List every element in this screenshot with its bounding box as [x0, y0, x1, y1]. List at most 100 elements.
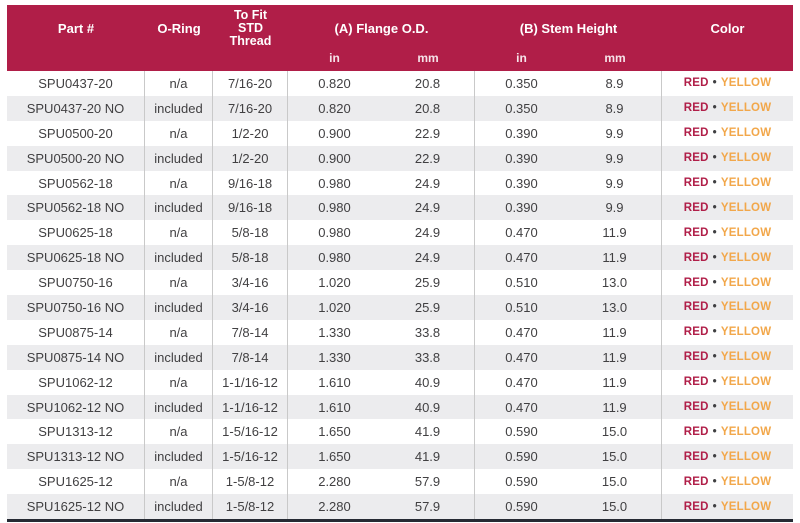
cell-stem-mm: 15.0 — [568, 494, 662, 520]
cell-flange-mm: 33.8 — [381, 344, 475, 370]
cell-stem-in: 0.350 — [505, 100, 538, 116]
cell-part-number: SPU1625-12 NO — [7, 494, 145, 520]
table-row: SPU0500-20 NO included 1/2-20 0.900 22.9… — [7, 145, 793, 171]
cell-flange-mm: 20.8 — [381, 95, 475, 121]
cell-flange-in: 1.650 — [318, 424, 351, 440]
cell-stem-in: 0.510 — [505, 275, 538, 291]
cell-o-ring: n/a — [145, 369, 213, 395]
table-row: SPU0875-14 NO included 7/8-14 1.330 33.8… — [7, 344, 793, 370]
cell-stem-in: 0.470 — [505, 324, 538, 340]
color-bullet-icon: • — [712, 475, 717, 488]
cell-flange-mm: 40.9 — [381, 369, 475, 395]
header-flange-od: (A) Flange O.D. — [334, 20, 429, 36]
cell-flange-in: 0.980 — [318, 175, 351, 191]
cell-stem-in: 0.590 — [505, 474, 538, 490]
cell-thread: 1-5/8-12 — [213, 494, 288, 520]
cell-flange-in: 1.650 — [318, 449, 351, 465]
cell-thread: 7/8-14 — [213, 344, 288, 370]
color-yellow-label: YELLOW — [720, 450, 772, 463]
cell-flange-mm: 40.9 — [381, 394, 475, 420]
color-bullet-icon: • — [712, 77, 717, 90]
table-row: SPU0875-14 n/a 7/8-14 1.330 33.8 0.470 1… — [7, 319, 793, 345]
cell-stem-mm: 9.9 — [568, 170, 662, 196]
unit-flange-in: in — [329, 51, 340, 65]
color-red-label: RED — [683, 251, 709, 264]
cell-o-ring: included — [145, 245, 213, 271]
cell-flange-mm: 22.9 — [381, 145, 475, 171]
cell-o-ring: included — [145, 444, 213, 470]
color-red-label: RED — [683, 500, 709, 513]
cell-o-ring: included — [145, 195, 213, 221]
cell-flange-in: 0.820 — [318, 75, 351, 91]
cell-thread: 1-1/16-12 — [213, 369, 288, 395]
table-row: SPU0562-18 n/a 9/16-18 0.980 24.9 0.390 … — [7, 170, 793, 196]
cell-stem-mm: 9.9 — [568, 145, 662, 171]
cell-thread: 1-5/16-12 — [213, 419, 288, 445]
cell-stem-mm: 15.0 — [568, 419, 662, 445]
color-yellow-label: YELLOW — [720, 226, 772, 239]
color-yellow-label: YELLOW — [720, 77, 772, 90]
cell-color: RED • YELLOW — [662, 494, 793, 519]
cell-thread: 7/16-20 — [213, 95, 288, 121]
color-yellow-label: YELLOW — [720, 201, 772, 214]
cell-stem-mm: 11.9 — [568, 369, 662, 395]
header-thread-line-3: Thread — [229, 33, 272, 48]
color-bullet-icon: • — [712, 326, 717, 339]
cell-color: RED • YELLOW — [662, 121, 793, 146]
color-red-label: RED — [683, 401, 709, 414]
table-row: SPU1313-12 n/a 1-5/16-12 1.650 41.9 0.59… — [7, 419, 793, 445]
cell-thread: 1-5/16-12 — [213, 444, 288, 470]
cell-part-number: SPU0625-18 — [7, 220, 145, 246]
cell-color: RED • YELLOW — [662, 245, 793, 270]
cell-part-number: SPU0500-20 — [7, 120, 145, 146]
cell-thread: 1/2-20 — [213, 120, 288, 146]
color-yellow-label: YELLOW — [720, 500, 772, 513]
cell-flange-in: 1.330 — [318, 324, 351, 340]
cell-flange-mm: 57.9 — [381, 494, 475, 520]
table-row: SPU0750-16 n/a 3/4-16 1.020 25.9 0.510 1… — [7, 270, 793, 296]
cell-thread: 1-5/8-12 — [213, 469, 288, 495]
color-bullet-icon: • — [712, 152, 717, 165]
color-bullet-icon: • — [712, 276, 717, 289]
color-bullet-icon: • — [712, 376, 717, 389]
cell-part-number: SPU0875-14 — [7, 319, 145, 345]
cell-color: RED • YELLOW — [662, 270, 793, 295]
cell-flange-in: 2.280 — [318, 474, 351, 490]
cell-flange-in: 1.020 — [318, 275, 351, 291]
cell-stem-in: 0.470 — [505, 349, 538, 365]
cell-part-number: SPU0562-18 NO — [7, 195, 145, 221]
color-red-label: RED — [683, 77, 709, 90]
cell-flange-mm: 24.9 — [381, 245, 475, 271]
color-bullet-icon: • — [712, 201, 717, 214]
cell-stem-mm: 11.9 — [568, 220, 662, 246]
cell-color: RED • YELLOW — [662, 419, 793, 444]
cell-thread: 3/4-16 — [213, 270, 288, 296]
cell-stem-mm: 8.9 — [568, 71, 662, 96]
color-red-label: RED — [683, 201, 709, 214]
color-bullet-icon: • — [712, 102, 717, 115]
color-bullet-icon: • — [712, 226, 717, 239]
color-red-label: RED — [683, 226, 709, 239]
cell-stem-mm: 9.9 — [568, 195, 662, 221]
table-row: SPU0437-20 n/a 7/16-20 0.820 20.8 0.350 … — [7, 71, 793, 96]
cell-thread: 5/8-18 — [213, 220, 288, 246]
header-part-number: Part # — [57, 20, 95, 36]
cell-flange-in: 1.610 — [318, 399, 351, 415]
cell-part-number: SPU0625-18 NO — [7, 245, 145, 271]
cell-flange-mm: 25.9 — [381, 270, 475, 296]
color-yellow-label: YELLOW — [720, 127, 772, 140]
color-yellow-label: YELLOW — [720, 276, 772, 289]
table-row: SPU0562-18 NO included 9/16-18 0.980 24.… — [7, 195, 793, 221]
table-body: SPU0437-20 n/a 7/16-20 0.820 20.8 0.350 … — [7, 71, 793, 520]
cell-flange-mm: 41.9 — [381, 444, 475, 470]
cell-stem-mm: 11.9 — [568, 319, 662, 345]
cell-flange-mm: 25.9 — [381, 295, 475, 320]
header-thread-line-1: To Fit — [233, 7, 268, 22]
color-yellow-label: YELLOW — [720, 251, 772, 264]
cell-color: RED • YELLOW — [662, 195, 793, 220]
cell-o-ring: n/a — [145, 270, 213, 296]
color-yellow-label: YELLOW — [720, 401, 772, 414]
color-red-label: RED — [683, 425, 709, 438]
header-thread-line-2: STD — [238, 20, 263, 35]
